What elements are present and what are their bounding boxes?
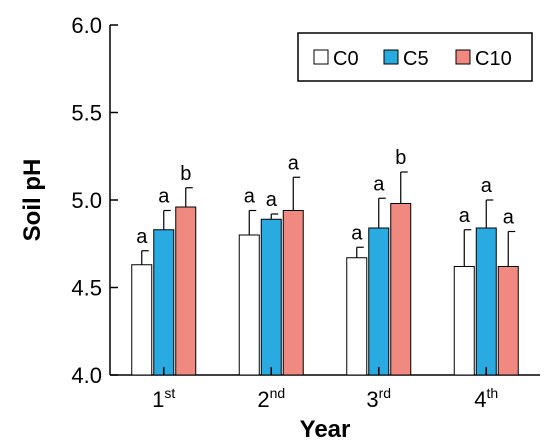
x-tick-label-number: 1 [152,387,164,412]
significance-letter: b [395,147,406,169]
bar-c0-2 [238,234,260,376]
legend-box [297,32,533,82]
y-axis-title: Soil pH [19,159,46,242]
x-tick-label: 3rd [366,385,391,412]
significance-letter: a [288,152,300,174]
y-tick-label: 5.5 [71,101,102,126]
significance-letter: a [136,226,148,248]
bar-c5-1 [153,229,175,376]
x-tick-label: 1st [152,385,175,412]
y-tick-label: 6.0 [71,13,102,38]
x-tick-label-number: 3 [366,387,378,412]
bar-c10-1 [175,206,197,376]
bar-c10-2 [282,210,304,376]
x-tick-label-suffix: st [164,385,175,401]
x-tick-label-suffix: rd [379,385,391,401]
significance-letter: a [459,205,471,227]
significance-letter: a [351,222,363,244]
bar-c0-1 [131,264,153,376]
bar-c5-2 [260,218,282,376]
bar-c10-4 [497,266,519,376]
significance-letter: b [180,163,191,185]
bar-c5-4 [475,227,497,376]
significance-letter: a [481,175,493,197]
significance-letter: a [266,189,278,211]
x-tick-label-suffix: th [487,385,499,401]
bar-c10-3 [390,203,412,376]
x-tick-label: 2nd [257,385,285,412]
significance-letter: a [373,173,385,195]
legend-label-c0: C0 [333,48,359,70]
x-tick-label-number: 4 [474,387,486,412]
x-axis-title: Year [300,416,351,443]
legend-label-c5: C5 [403,48,429,70]
legend-swatch-c0 [313,49,329,65]
legend-label-c10: C10 [475,48,512,70]
significance-letter: a [503,207,515,229]
legend-swatch-c5 [383,49,399,65]
legend-swatch-c10 [455,49,471,65]
bar-c0-4 [453,266,475,376]
significance-letter: a [158,186,170,208]
bar-c5-3 [368,227,390,376]
x-tick-label-number: 2 [257,387,269,412]
significance-letter: a [244,186,256,208]
y-tick-label: 4.5 [71,276,102,301]
bar-c0-3 [346,257,368,376]
x-tick-label: 4th [474,385,498,412]
y-tick-label: 4.0 [71,363,102,388]
x-tick-label-suffix: nd [270,385,286,401]
y-tick-label: 5.0 [71,188,102,213]
